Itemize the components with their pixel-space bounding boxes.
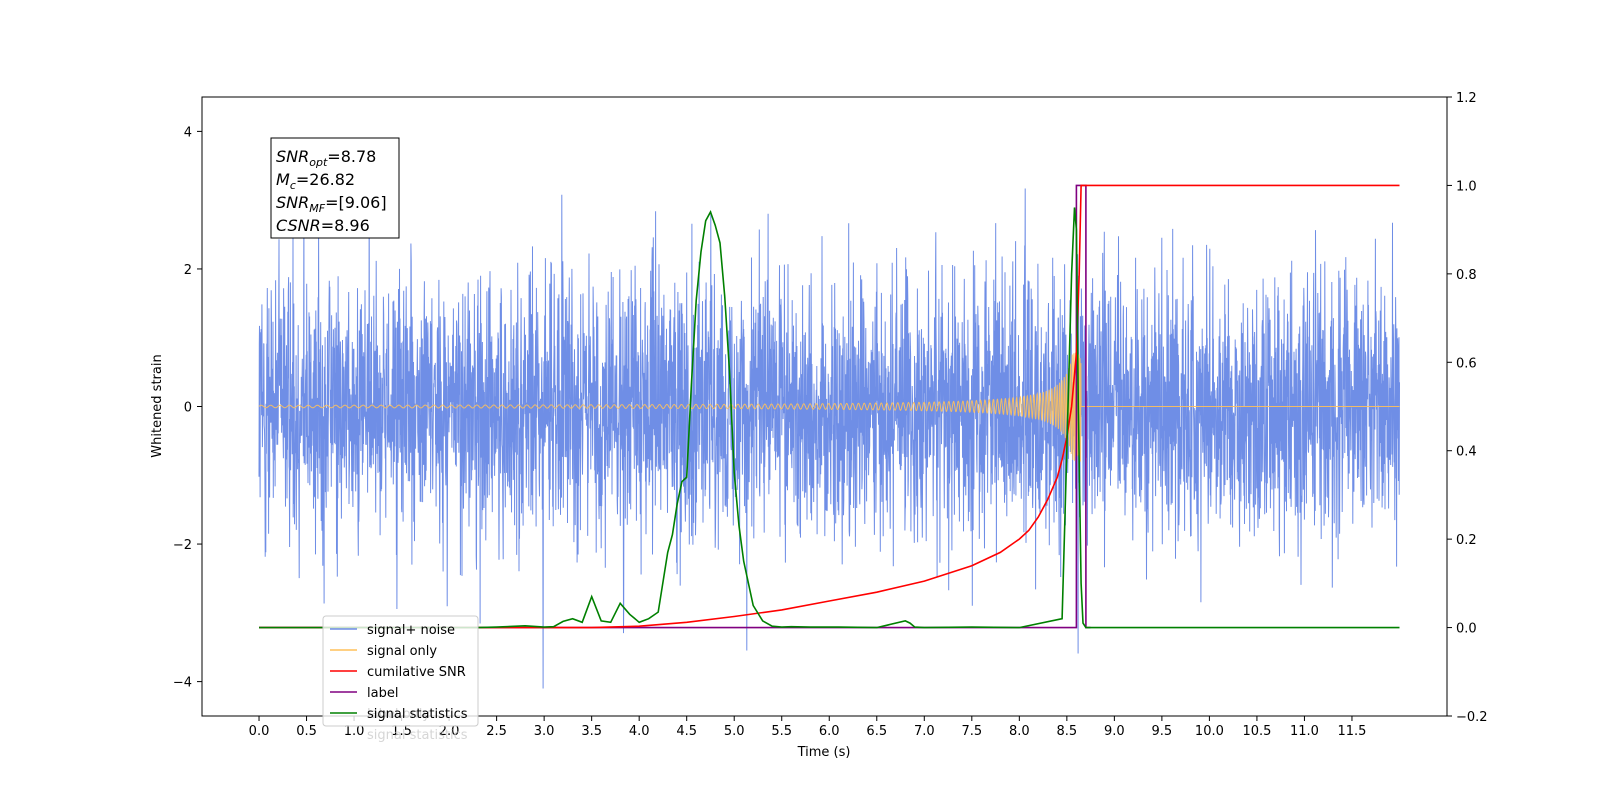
y-right-tick-label: 1.0: [1456, 179, 1477, 194]
x-tick-label: 7.5: [961, 724, 982, 739]
legend-entry-label: cumilative SNR: [367, 665, 466, 680]
annotation-line: Mc=26.82: [276, 170, 355, 192]
legend-ghost-label: label only: [367, 707, 430, 722]
legend-entry-label: signal only: [367, 644, 437, 659]
series-signal-statistics-line: [259, 207, 1400, 629]
y-right-tick-label: 0.6: [1456, 356, 1477, 371]
x-tick-label: 7.0: [914, 724, 935, 739]
x-tick-label: 1.0: [344, 724, 365, 739]
x-tick-label: 10.0: [1195, 724, 1224, 739]
x-tick-label: 8.5: [1057, 724, 1078, 739]
series-signal-only-line: [258, 351, 1400, 462]
x-tick-label: 9.5: [1152, 724, 1173, 739]
legend-entry-label: signal statistics: [367, 707, 468, 722]
x-tick-label: 6.5: [866, 724, 887, 739]
y-right-tick-label: 0.2: [1456, 533, 1477, 548]
annotation-line: SNRopt=8.78: [276, 147, 376, 169]
x-tick-label: 5.0: [724, 724, 745, 739]
x-tick-label: 2.5: [486, 724, 507, 739]
y-left-tick-label: 0: [184, 401, 192, 416]
x-tick-label: 10.5: [1242, 724, 1271, 739]
y-right-tick-label: −0.2: [1456, 710, 1488, 725]
y-left-tick-label: −2: [173, 538, 192, 553]
x-axis-label: Time (s): [797, 745, 851, 760]
annotation-line: SNRMF=[9.06]: [276, 193, 387, 215]
y-right-tick-label: 0.8: [1456, 268, 1477, 283]
annotation-frame: [270, 137, 400, 239]
y-axis-label: Whitened strain: [150, 354, 165, 457]
x-tick-label: 8.0: [1009, 724, 1030, 739]
x-tick-label: 4.0: [629, 724, 650, 739]
x-tick-label: 1.5: [391, 724, 412, 739]
x-tick-label: 11.0: [1290, 724, 1319, 739]
x-tick-label: 3.0: [534, 724, 555, 739]
x-tick-label: 2.0: [439, 724, 460, 739]
x-axis: 0.0 0.5 1.0 1.5 2.0 2.5 3.0 3.5 4.0 4.5 5.0 5.5 6.0 6…: [249, 716, 1366, 739]
plot-content: [258, 158, 1400, 689]
y-left-tick-label: −4: [173, 676, 192, 691]
x-tick-label: 3.5: [581, 724, 602, 739]
x-tick-label: 0.5: [296, 724, 317, 739]
annotation-line: CSNR=8.96: [276, 216, 370, 235]
legend-entry-label: signal+ noise: [367, 623, 455, 638]
series-signal-noise-line: [258, 158, 1400, 689]
y-left-tick-label: 4: [184, 125, 192, 140]
y-right-tick-label: 0.4: [1456, 445, 1477, 460]
y-left-tick-label: 2: [184, 263, 192, 278]
legend-frame: [322, 615, 479, 727]
y-axis-left: −4 −2 0 2 4: [173, 125, 202, 691]
y-right-tick-label: 0.0: [1456, 622, 1477, 637]
legend-entry-label: label: [367, 686, 398, 701]
x-tick-label: 6.0: [819, 724, 840, 739]
x-tick-label: 4.5: [676, 724, 697, 739]
x-tick-label: 0.0: [249, 724, 270, 739]
x-tick-label: 9.0: [1104, 724, 1125, 739]
y-right-tick-label: 1.2: [1456, 91, 1477, 106]
y-axis-right: −0.2 0.0 0.2 0.4 0.6 0.8 1.0 1.2: [1447, 91, 1488, 725]
legend-ghost-label: signal statistics: [367, 728, 468, 743]
x-tick-label: 11.5: [1337, 724, 1366, 739]
x-tick-label: 5.5: [771, 724, 792, 739]
